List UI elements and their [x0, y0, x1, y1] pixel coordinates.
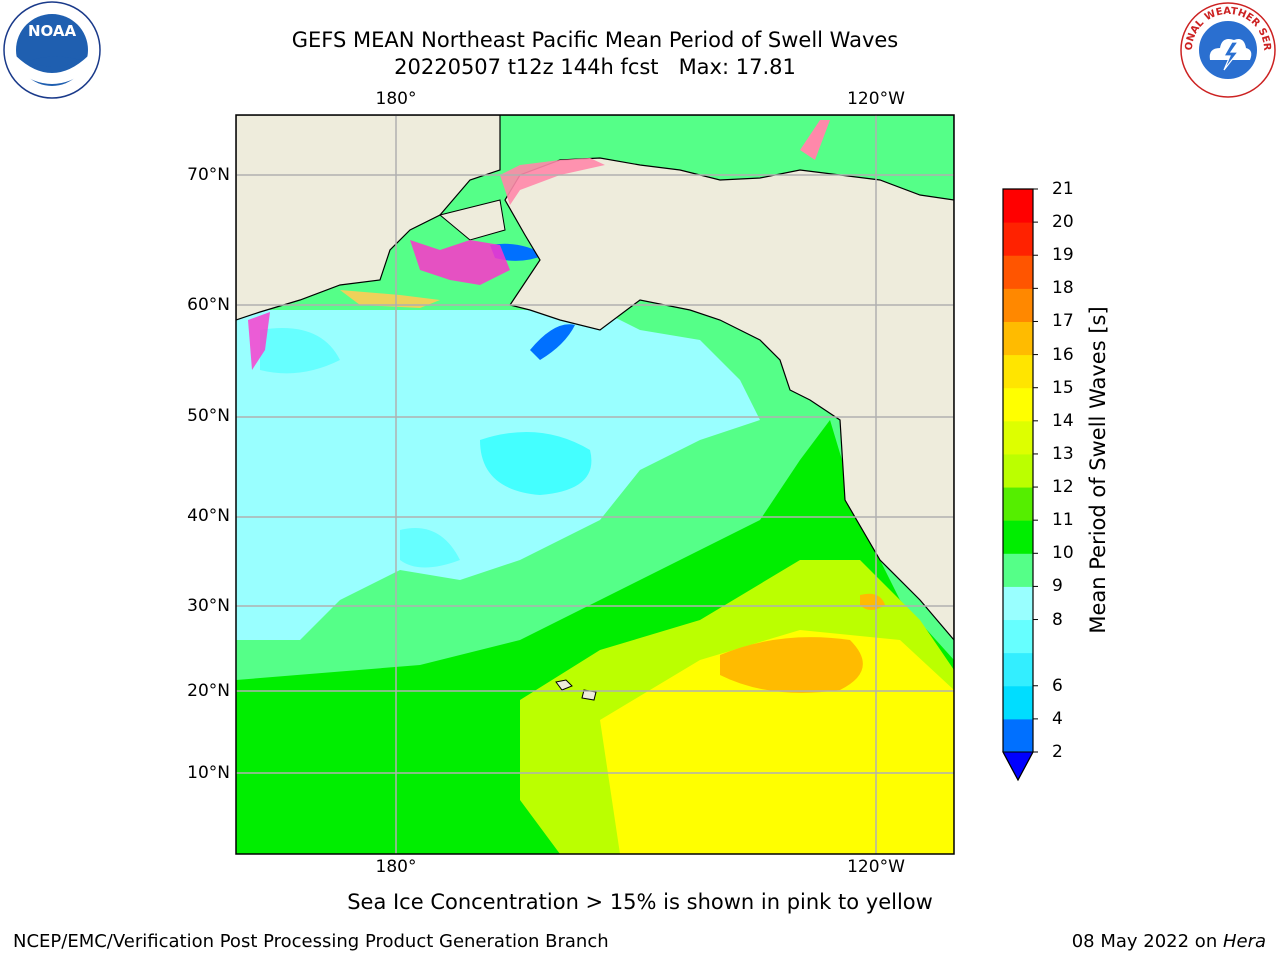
colorbar-segment — [1003, 619, 1033, 654]
lat-label-70n: 70°N — [187, 165, 230, 185]
colorbar-tick-label: 13 — [1052, 443, 1074, 464]
colorbar-segment — [1003, 420, 1033, 455]
period-2-4-patch — [530, 324, 575, 360]
date-text: 08 May 2022 on Hera — [1072, 931, 1266, 952]
colorbar-segment — [1003, 718, 1033, 753]
period-7-8-patch — [480, 432, 592, 495]
map-title: GEFS MEAN Northeast Pacific Mean Period … — [291, 28, 899, 52]
colorbar-tick-label: 10 — [1052, 543, 1074, 564]
sea-ice-okhotsk — [248, 312, 270, 370]
colorbar — [1002, 188, 1038, 782]
period-14-15-zone — [600, 630, 954, 854]
lat-label-20n: 20°N — [187, 681, 230, 701]
sea-ice-bering — [410, 240, 510, 285]
colorbar-segment — [1003, 222, 1033, 256]
machine-name: Hera — [1222, 931, 1266, 952]
nws-logo: NATIONAL WEATHER SERVICE — [1178, 0, 1276, 98]
colorbar-label: Mean Period of Swell Waves [s] — [1086, 306, 1110, 634]
colorbar-tick-label: 18 — [1052, 278, 1074, 299]
period-7-8-patch-west — [260, 328, 340, 374]
colorbar-segment — [1003, 354, 1033, 389]
colorbar-segment — [1003, 652, 1033, 687]
island-kauai — [555, 679, 573, 691]
colorbar-segment — [1003, 189, 1033, 223]
colorbar-tick-label: 14 — [1052, 410, 1074, 431]
lat-label-10n: 10°N — [187, 763, 230, 783]
colorbar-segment — [1003, 321, 1033, 356]
land-siberia — [236, 115, 501, 321]
colorbar-tick-label: 9 — [1052, 576, 1063, 597]
graticule — [236, 115, 954, 854]
colorbar-tick-label: 4 — [1052, 708, 1063, 729]
colorbar-tick-label: 19 — [1052, 245, 1074, 266]
colorbar-segment — [1003, 487, 1033, 521]
colorbar-tick-label: 8 — [1052, 609, 1063, 630]
colorbar-segment — [1003, 553, 1033, 587]
colorbar-segment — [1003, 520, 1033, 554]
sea-ice-chukchi — [500, 158, 605, 205]
colorbar-tick-label: 11 — [1052, 510, 1074, 531]
lat-label-40n: 40°N — [187, 506, 230, 526]
noaa-logo: NOAA — [3, 1, 101, 99]
credit-text: NCEP/EMC/Verification Post Processing Pr… — [13, 931, 609, 952]
date-value: 08 May 2022 on — [1071, 931, 1223, 952]
colorbar-tick-label: 21 — [1052, 179, 1074, 199]
period-16-17-zone — [720, 637, 863, 693]
colorbar-segment — [1003, 453, 1033, 488]
colorbar-frame — [1002, 188, 1034, 782]
colorbar-segment — [1003, 586, 1033, 621]
colorbar-segment — [1003, 255, 1033, 289]
lat-label-60n: 60°N — [187, 295, 230, 315]
colorbar-segment — [1003, 685, 1033, 720]
land-chukotka — [438, 199, 506, 241]
colorbar-extend-triangle — [1002, 751, 1034, 782]
sea-ice-beaufort — [800, 120, 830, 160]
period-7-8-patch-south — [400, 528, 460, 568]
lon-label-top-180: 180° — [375, 89, 417, 109]
colorbar-tick-label: 6 — [1052, 675, 1063, 696]
sea-ice-anadyr — [340, 290, 440, 308]
lat-label-50n: 50°N — [187, 406, 230, 426]
sea-ice-note: Sea Ice Concentration > 15% is shown in … — [347, 890, 933, 914]
map-frame — [235, 114, 955, 855]
colorbar-tick-label: 12 — [1052, 477, 1074, 498]
lon-label-bottom-180: 180° — [375, 857, 417, 877]
map-subtitle: 20220507 t12z 144h fcst Max: 17.81 — [394, 55, 796, 79]
lon-label-top-120w: 120°W — [847, 89, 905, 109]
land-north-america — [236, 115, 954, 641]
lat-label-30n: 30°N — [187, 596, 230, 616]
colorbar-tick-label: 16 — [1052, 344, 1074, 365]
colorbar-tick-label: 17 — [1052, 311, 1074, 332]
colorbar-tick-label: 2 — [1052, 742, 1063, 762]
colorbar-tick-label: 20 — [1052, 212, 1074, 233]
noaa-logo-text: NOAA — [28, 22, 77, 40]
lon-label-bottom-120w: 120°W — [847, 857, 905, 877]
colorbar-tick-label: 15 — [1052, 377, 1074, 398]
colorbar-segment — [1003, 288, 1033, 322]
colorbar-segment — [1003, 387, 1033, 422]
